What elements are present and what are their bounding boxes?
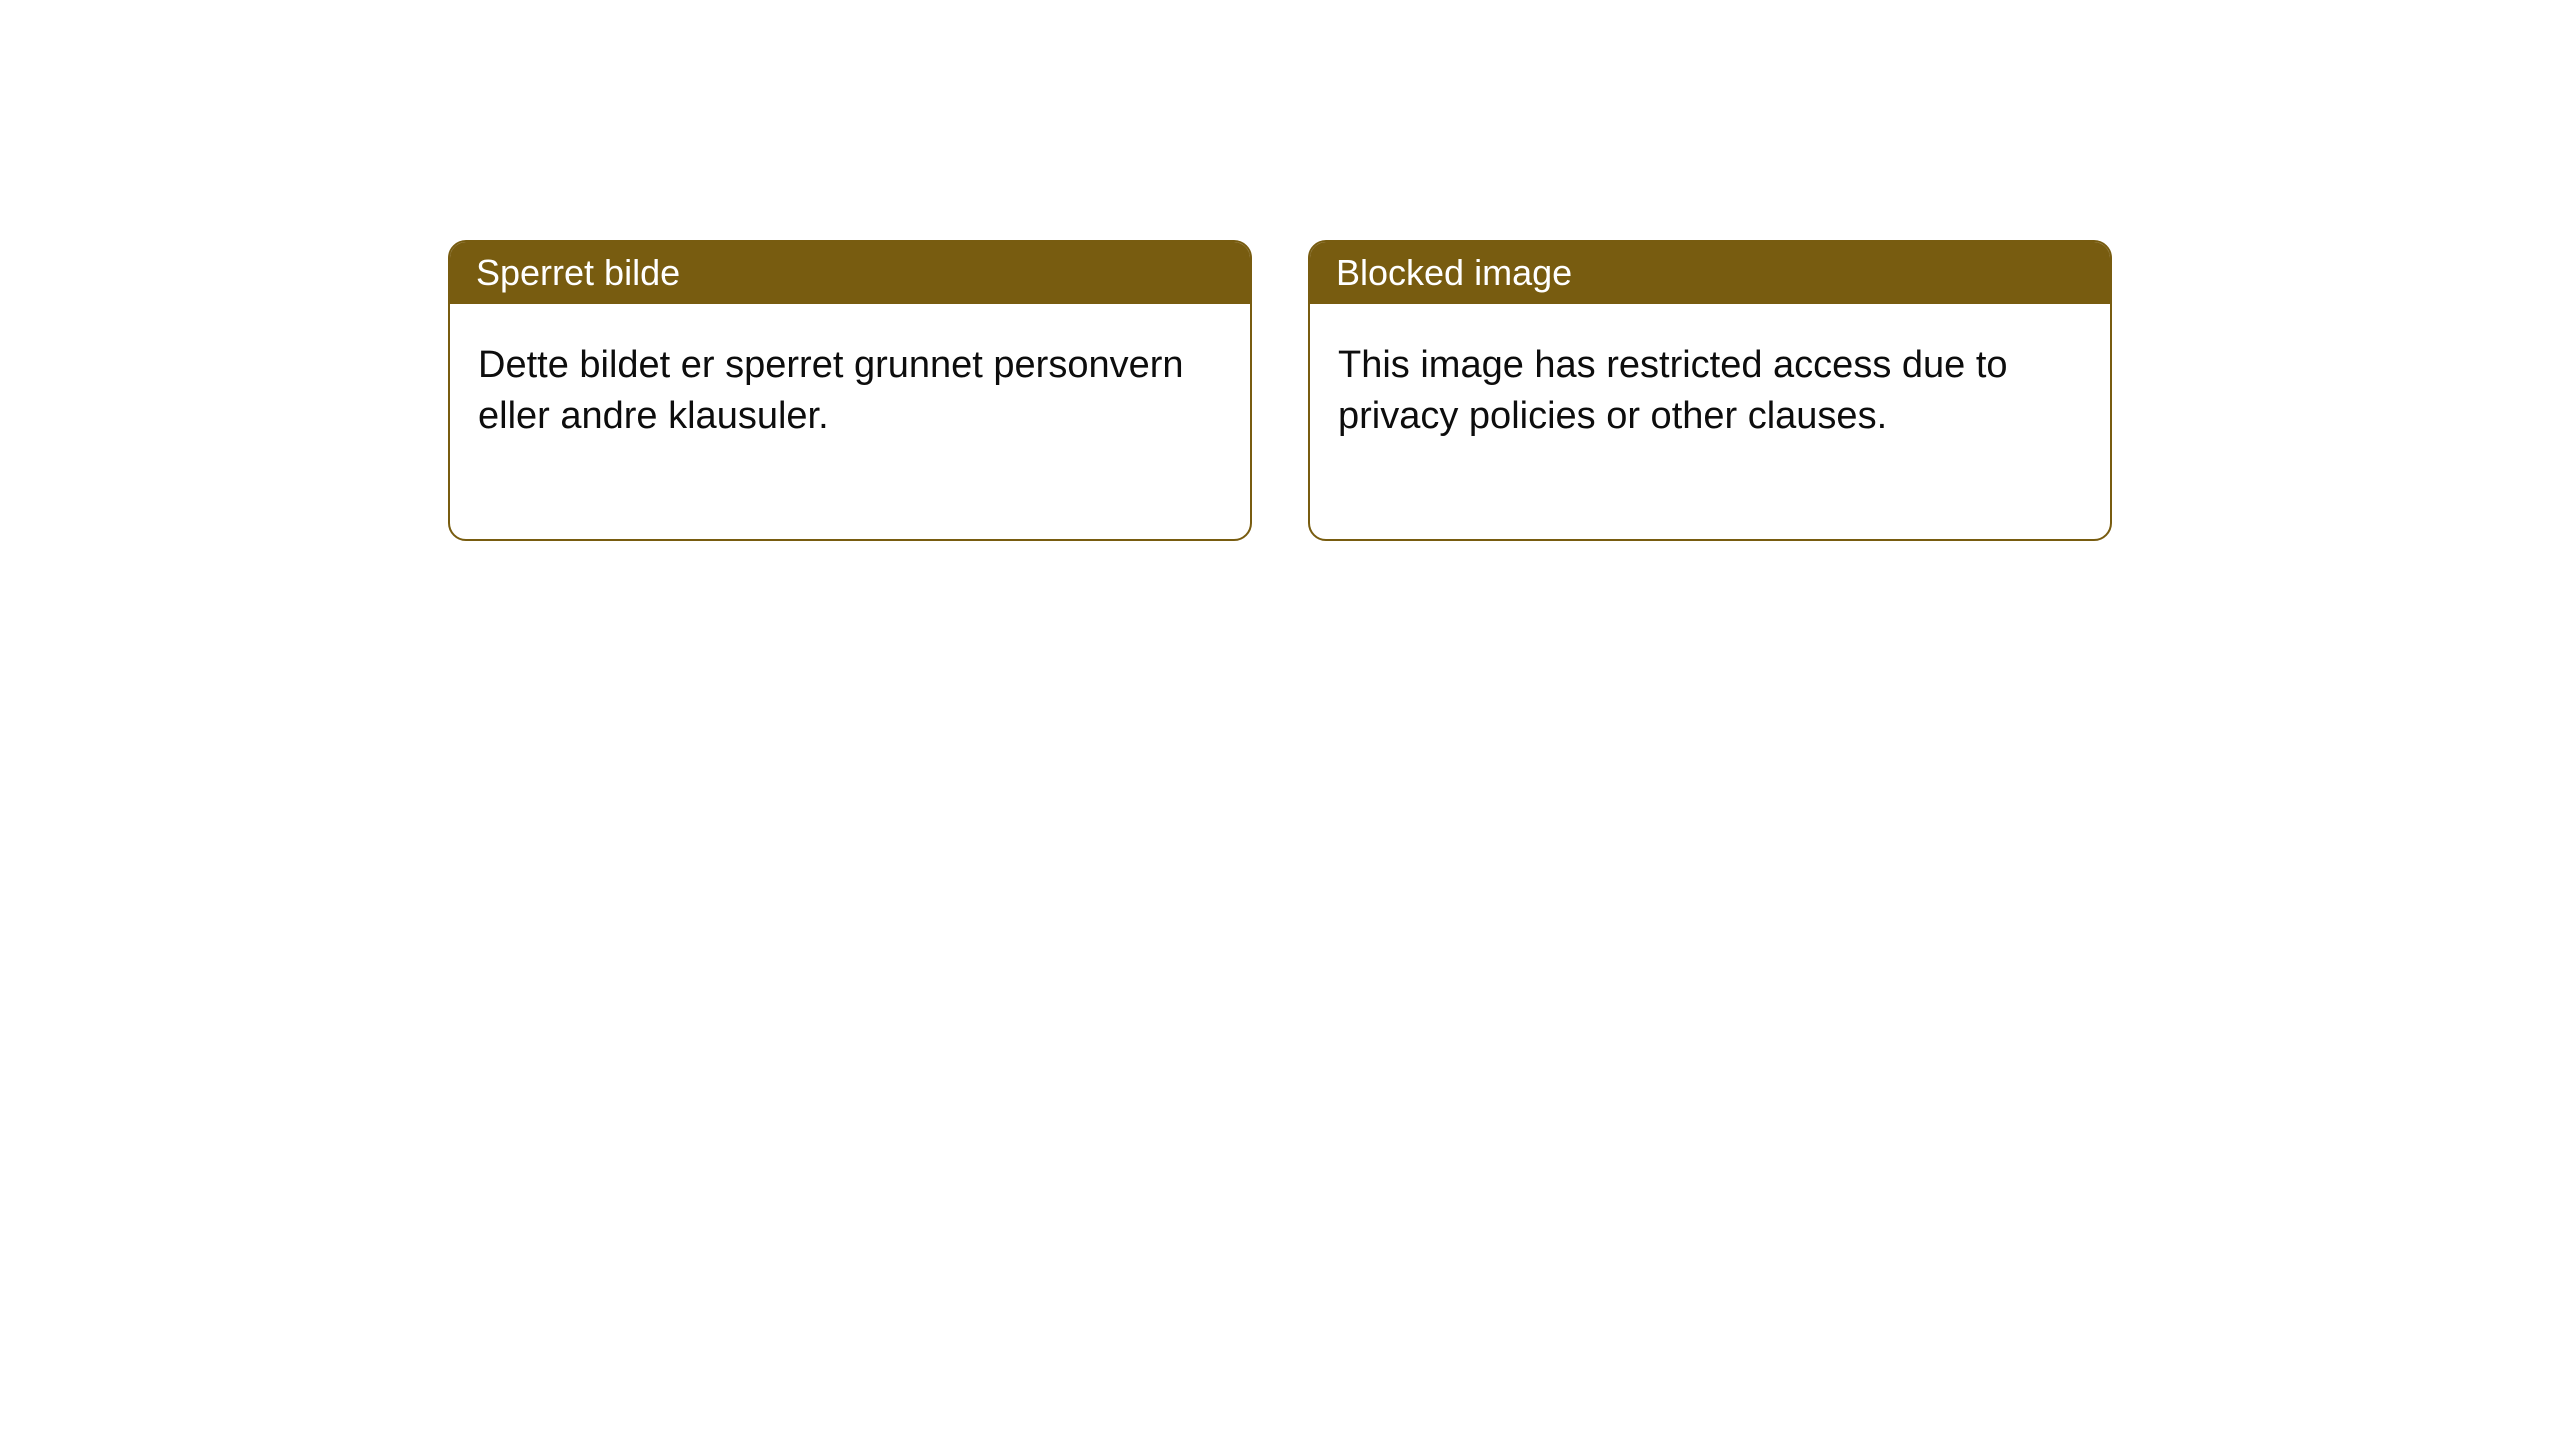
notice-card-norwegian: Sperret bilde Dette bildet er sperret gr… bbox=[448, 240, 1252, 541]
notice-card-english: Blocked image This image has restricted … bbox=[1308, 240, 2112, 541]
notice-body: Dette bildet er sperret grunnet personve… bbox=[450, 304, 1250, 539]
notice-header: Sperret bilde bbox=[450, 242, 1250, 304]
notice-header: Blocked image bbox=[1310, 242, 2110, 304]
notice-body: This image has restricted access due to … bbox=[1310, 304, 2110, 539]
notice-container: Sperret bilde Dette bildet er sperret gr… bbox=[0, 0, 2560, 541]
